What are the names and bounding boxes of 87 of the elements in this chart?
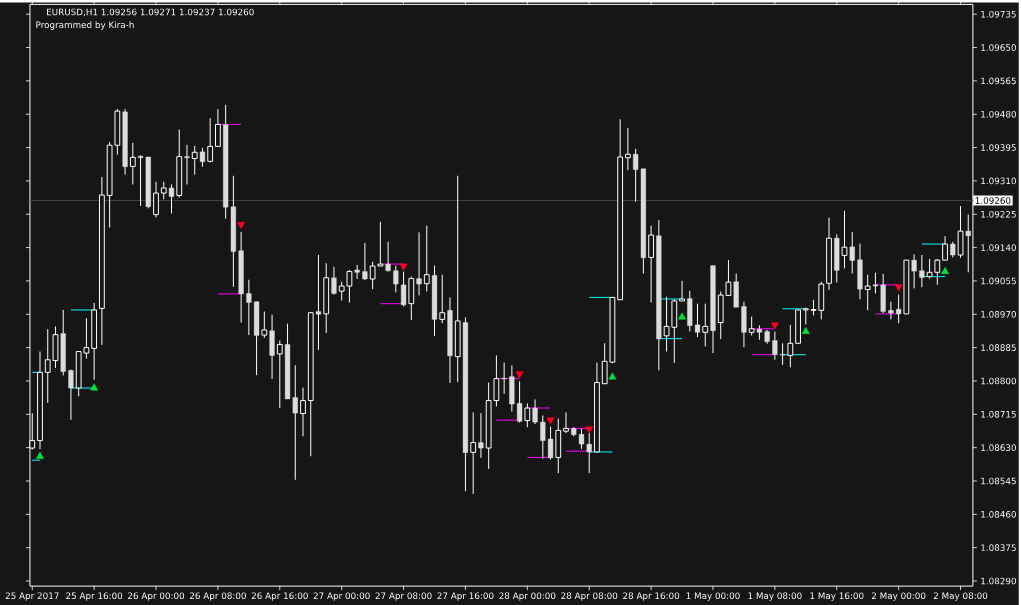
candlestick [911,253,917,289]
y-tick-label: 1.08290 [981,577,1016,585]
candlestick [942,235,948,261]
chart-title: EURUSD,H1 1.09256 1.09271 1.09237 1.09260 [47,8,254,17]
y-tick-label: 1.09310 [981,177,1016,185]
candlestick [215,108,221,147]
candlestick [300,387,306,437]
x-tick-label: 2 May 08:00 [933,592,988,601]
candlestick [207,117,214,163]
y-tick-label: 1.09055 [981,277,1016,285]
candlestick [362,242,368,281]
y-tick-label: 1.09650 [981,44,1016,51]
candlestick [439,274,446,324]
candlestick [68,369,74,421]
point [770,322,779,330]
x-tick-label: 26 Apr 08:00 [189,592,246,601]
y-tick-label: 1.09565 [981,77,1016,85]
candlestick [478,412,484,459]
x-tick-label: 28 Apr 00:00 [499,592,556,601]
x-tick-label: 26 Apr 16:00 [251,592,308,601]
point [237,222,246,229]
point [585,426,594,434]
candlestick [919,254,925,288]
candlestick [331,266,337,296]
y-tick-label: 1.08630 [981,444,1016,451]
candlestick [184,144,190,185]
x-tick-label: 27 Apr 16:00 [437,592,494,601]
y-tick-label: 1.08375 [981,544,1016,551]
x-tick-label: 1 May 00:00 [686,592,740,601]
x-tick-label: 1 May 16:00 [810,592,864,601]
candlestick [129,142,136,185]
candlestick [679,280,685,302]
y-tick-label: 1.09140 [981,244,1016,251]
x-tick-label: 25 Apr 16:00 [66,592,123,601]
candlestick [501,361,507,395]
y-tick-label: 1.09480 [981,110,1016,118]
x-tick-label: 28 Apr 16:00 [623,592,680,601]
candlestick [385,241,391,272]
point [801,326,810,334]
candlestick [888,301,894,320]
candlestick [246,279,252,336]
x-tick-label: 28 Apr 08:00 [561,592,618,601]
y-tick-label: 1.09395 [981,144,1016,151]
y-tick-label: 1.08715 [981,410,1016,418]
x-tick-label: 27 Apr 08:00 [375,592,432,601]
point [894,284,903,292]
annotation: Programmed by Kira-h [36,21,134,30]
x-tick-label: 2 May 00:00 [871,592,926,601]
candlestick [748,316,755,336]
candlestick [648,225,654,303]
y-tick-label: 1.08545 [981,477,1016,485]
candlestick [153,181,159,218]
y-tick-label: 1.09225 [981,210,1016,218]
candlestick [524,402,531,428]
candlestick [532,398,538,425]
y-tick-label: 1.08460 [981,510,1016,518]
candlestick [864,274,871,311]
point [678,312,686,320]
candlestick [191,145,198,176]
point [608,372,617,380]
point [546,417,555,425]
x-tick-label: 26 Apr 00:00 [128,592,185,601]
candlestick [276,340,283,409]
y-tick-label: 1.08885 [981,344,1016,351]
candlestick [787,324,794,368]
candlestick [772,331,778,361]
point [399,263,408,271]
candlestick [470,411,477,495]
candlestick [841,210,848,269]
point [515,371,524,379]
ref-line-label: 1.09260 [975,197,1011,204]
x-tick-label: 1 May 08:00 [748,592,802,601]
candlestick [423,225,430,292]
candlestick [563,411,569,434]
y-tick-label: 1.08970 [981,310,1016,318]
y-tick-label: 1.08800 [981,377,1016,385]
candlestick [393,265,399,293]
y-tick-label: 1.09735 [981,10,1016,18]
candlestick [702,303,709,347]
x-tick-label: 27 Apr 00:00 [313,592,370,601]
candlestick [416,231,422,296]
candlestick [261,311,268,339]
candlestick [957,205,964,259]
point [90,383,99,391]
point [36,451,44,459]
x-tick-label: 25 Apr 2017 [5,592,59,601]
candlestick [625,127,631,171]
